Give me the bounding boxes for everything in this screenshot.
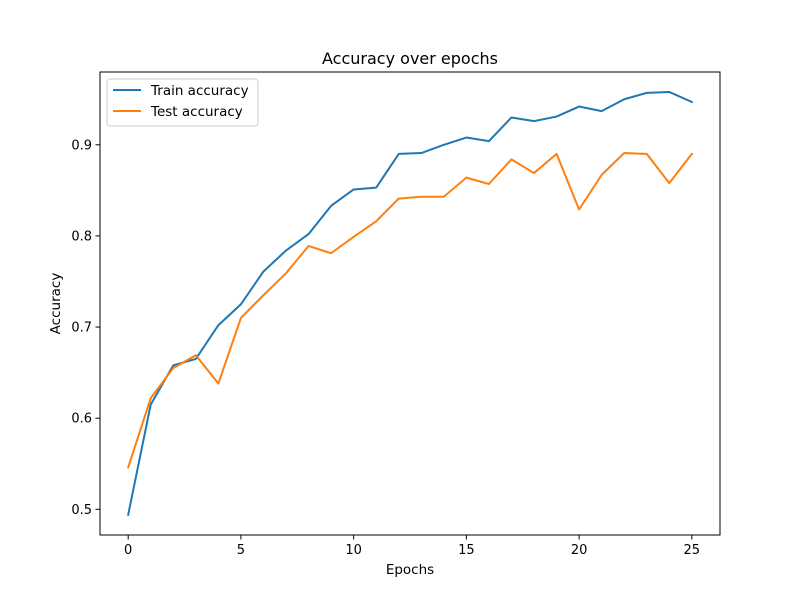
x-tick-label: 25: [684, 543, 701, 558]
chart-title: Accuracy over epochs: [322, 49, 498, 68]
plot-frame: [99, 71, 721, 536]
series-line-1: [126, 152, 694, 469]
legend-label-train: Train accuracy: [150, 83, 249, 99]
y-tick-label: 0.9: [71, 138, 92, 153]
y-tick-label: 0.8: [71, 229, 92, 244]
legend-label-test: Test accuracy: [150, 104, 243, 120]
x-tick-label: 15: [458, 543, 475, 558]
y-tick-label: 0.7: [71, 321, 92, 336]
plot-area: [100, 72, 720, 535]
x-axis-label: Epochs: [386, 562, 434, 578]
legend-frame: [106, 78, 259, 127]
y-axis-label: Accuracy: [48, 273, 64, 335]
series-line-0: [126, 90, 694, 516]
series-layer: [126, 90, 694, 516]
y-axis-ticks: 0.5 0.6 0.7 0.8 0.9: [71, 138, 100, 518]
x-tick-label: 10: [345, 543, 362, 558]
x-tick-label: 5: [237, 543, 245, 558]
x-axis-ticks: 0 5 10 15 20 25: [124, 535, 700, 558]
y-tick-label: 0.5: [71, 503, 92, 518]
y-tick-label: 0.6: [71, 412, 92, 427]
x-tick-label: 0: [124, 543, 132, 558]
legend: Train accuracy Test accuracy: [106, 78, 259, 127]
x-tick-label: 20: [571, 543, 588, 558]
